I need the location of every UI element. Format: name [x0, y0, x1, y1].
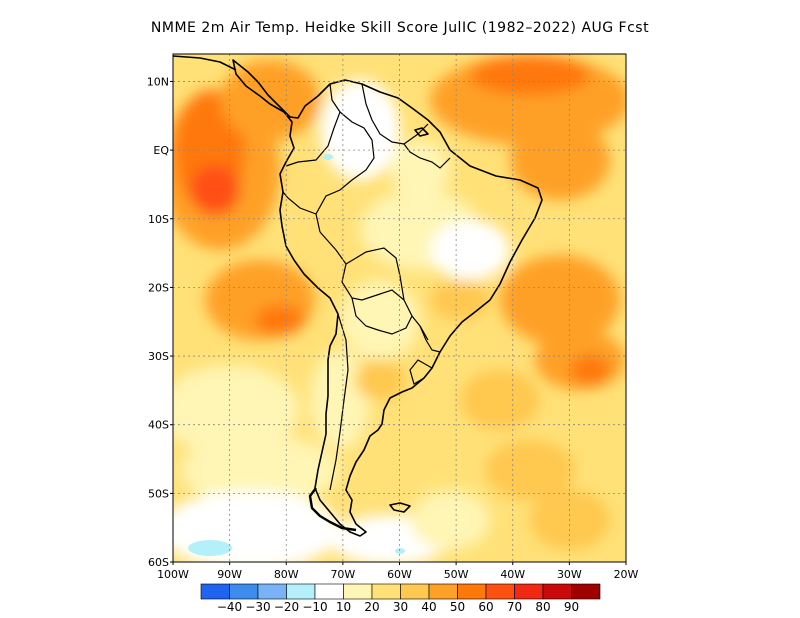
falkland-islands: [389, 502, 411, 513]
latitude-label: 60S: [148, 556, 169, 569]
latitude-label: 40S: [148, 419, 169, 432]
field-blobs: [173, 55, 626, 562]
field-neg-patch: [395, 548, 405, 554]
longitude-label: 60W: [387, 568, 412, 581]
colorbar-label: −30: [245, 600, 270, 614]
latitude-label: 10S: [148, 213, 169, 226]
colorbar-label: 30: [393, 600, 408, 614]
colorbar-label: 90: [564, 600, 579, 614]
colorbar-swatch: [200, 583, 230, 600]
south-america-coast: [232, 59, 543, 537]
longitude-label: 50W: [444, 568, 469, 581]
graticule: [173, 54, 626, 562]
longitude-label: 20W: [614, 568, 639, 581]
colorbar-label: −20: [274, 600, 299, 614]
latitude-labels: 10N EQ 10S 20S 30S 40S 50S 60S: [147, 75, 173, 569]
longitude-label: 30W: [557, 568, 582, 581]
colorbar-swatch: [400, 583, 430, 600]
colorbar-labels: −40 −30 −20 −10 10 20 30 40 50 60 70 80 90: [217, 600, 579, 614]
colorbar-swatch: [485, 583, 515, 600]
colorbar-swatch: [314, 583, 344, 600]
colorbar-label: 10: [336, 600, 351, 614]
latitude-label: EQ: [153, 144, 169, 157]
colorbar-swatch: [229, 583, 259, 600]
longitude-label: 40W: [500, 568, 525, 581]
colorbar-swatch: [457, 583, 487, 600]
colorbar-swatch: [286, 583, 316, 600]
colorbar-label: 60: [478, 600, 493, 614]
longitude-label: 80W: [274, 568, 299, 581]
latitude-label: 50S: [148, 487, 169, 500]
colorbar-label: −10: [302, 600, 327, 614]
map-title: NMME 2m Air Temp. Heidke Skill Score Jul…: [150, 20, 650, 36]
latitude-label: 20S: [148, 281, 169, 294]
longitude-label: 100W: [157, 568, 189, 581]
colorbar-label: −40: [217, 600, 242, 614]
colorbar-label: 20: [364, 600, 379, 614]
colorbar-swatch: [343, 583, 373, 600]
colorbar-swatch: [371, 583, 401, 600]
colorbar-label: 80: [535, 600, 550, 614]
country-borders: [282, 83, 451, 491]
field-neg-patch: [323, 154, 333, 160]
colorbar-swatch: [571, 583, 601, 600]
colorbar-label: 50: [450, 600, 465, 614]
colorbar-swatch: [542, 583, 572, 600]
chile-fjords: [308, 487, 357, 532]
central-america-coast: [173, 55, 237, 71]
longitude-labels: 100W 90W 80W 70W 60W 50W 40W 30W 20W: [157, 562, 639, 581]
colorbar-label: 70: [507, 600, 522, 614]
colorbar-swatch: [428, 583, 458, 600]
longitude-label: 90W: [217, 568, 242, 581]
skill-field: [173, 54, 626, 562]
latitude-label: 10N: [147, 75, 169, 88]
field-neg-patch: [188, 540, 232, 556]
colorbar-swatch: [257, 583, 287, 600]
longitude-label: 70W: [330, 568, 355, 581]
colorbar-swatch: [514, 583, 544, 600]
colorbar: [200, 583, 601, 600]
colorbar-label: 40: [421, 600, 436, 614]
latitude-label: 30S: [148, 350, 169, 363]
